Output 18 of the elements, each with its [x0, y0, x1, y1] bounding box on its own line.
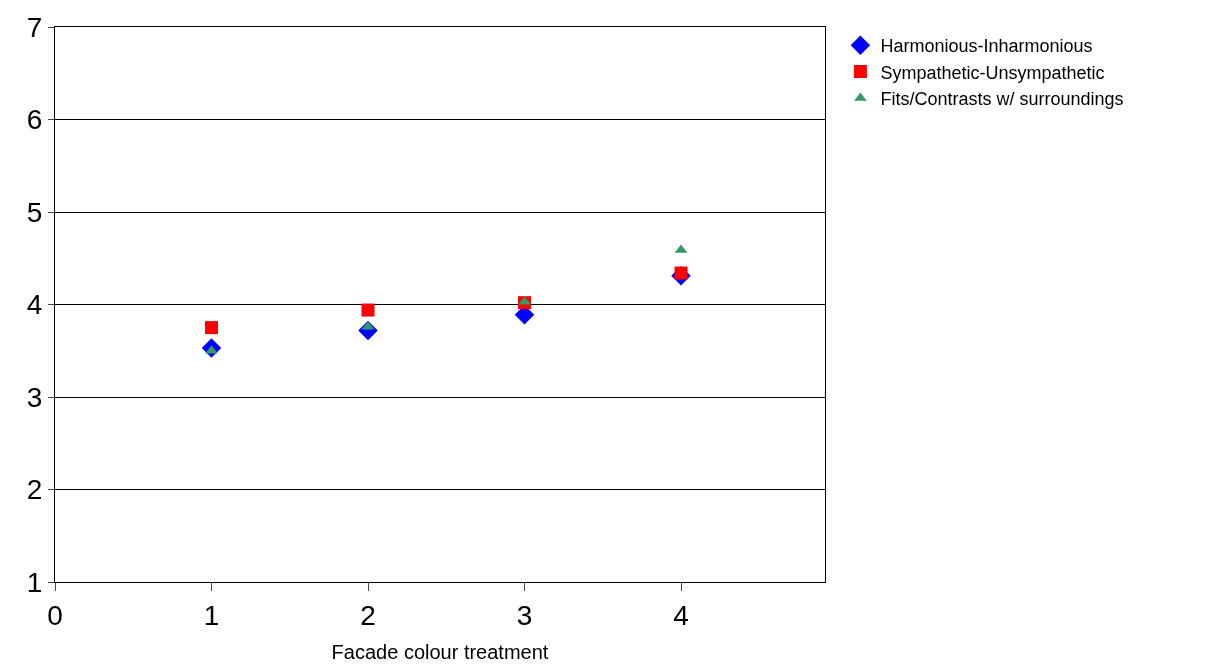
y-tick-label: 4	[26, 289, 43, 321]
x-tick-label: 1	[203, 599, 220, 631]
x-tick-label: 4	[673, 599, 689, 631]
legend-label: Harmonious-Inharmonious	[880, 36, 1093, 57]
x-tick-label: 2	[360, 599, 376, 631]
y-tick-label: 7	[26, 11, 43, 43]
y-tick-label: 2	[26, 474, 43, 506]
y-tick-label: 6	[26, 104, 43, 136]
legend-label: Sympathetic-Unsympathetic	[880, 62, 1105, 83]
y-tick-label: 3	[26, 381, 43, 413]
legend-label: Fits/Contrasts w/ surroundings	[880, 89, 1124, 110]
point	[205, 321, 218, 335]
y-tick-label: 5	[26, 196, 43, 228]
y-tick-label: 1	[26, 566, 43, 598]
x-tick-label: 3	[516, 599, 533, 631]
x-tick-label: 0	[47, 599, 63, 631]
x-axis-title: Facade colour treatment	[331, 641, 549, 664]
point	[361, 303, 375, 317]
